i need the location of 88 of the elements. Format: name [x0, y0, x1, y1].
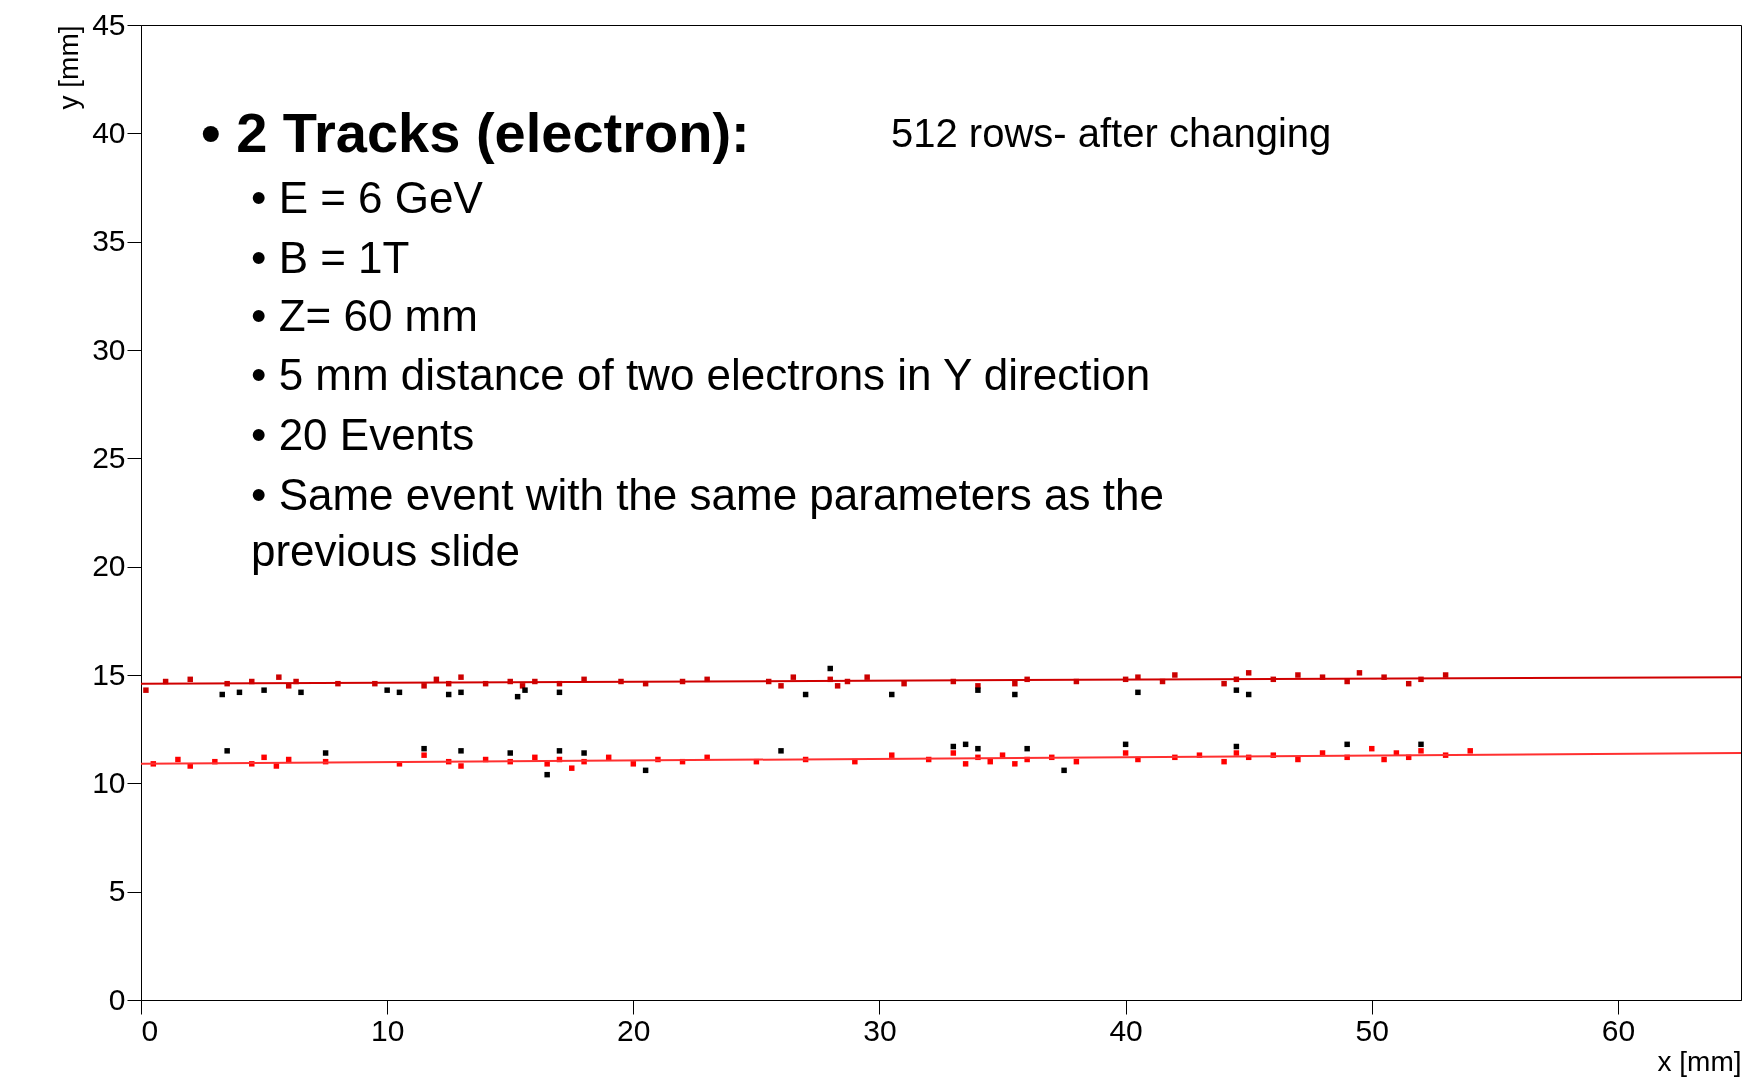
x-tick-label: 30: [863, 1013, 897, 1047]
point: [1295, 756, 1301, 763]
point: [1369, 745, 1375, 752]
y-tick-label: 25: [92, 440, 126, 474]
point: [1135, 674, 1141, 680]
point: [1418, 748, 1424, 754]
annotation: • E = 6 GeV: [251, 173, 484, 222]
x-tick-label: 50: [1355, 1013, 1389, 1047]
point: [224, 748, 230, 754]
y-tick-label: 5: [108, 874, 126, 908]
x-tick-label: 10: [370, 1013, 405, 1047]
y-tick-label: 45: [92, 7, 126, 41]
point: [261, 687, 267, 693]
point: [950, 750, 957, 756]
point: [1135, 689, 1141, 696]
x-tick-label: 20: [617, 1013, 651, 1047]
point: [889, 691, 895, 698]
point: [778, 683, 784, 689]
point: [458, 748, 464, 754]
point: [1381, 756, 1387, 763]
point: [962, 761, 969, 767]
y-tick-label: 10: [92, 765, 126, 799]
point: [827, 665, 833, 672]
y-tick-label: 40: [92, 115, 126, 149]
annotation: • Z= 60 mm: [251, 291, 478, 340]
point: [889, 752, 895, 758]
point: [544, 771, 550, 778]
point: [1024, 745, 1030, 752]
y-tick-label: 15: [92, 657, 126, 691]
point: [219, 691, 225, 698]
x-tick-label: 40: [1109, 1013, 1143, 1047]
point: [187, 676, 193, 683]
annotation: • B = 1T: [251, 233, 410, 282]
point: [864, 674, 870, 680]
point: [556, 748, 563, 754]
y-tick-label: 20: [92, 549, 126, 583]
point: [1233, 687, 1240, 693]
x-tick-label: 60: [1601, 1013, 1636, 1047]
point: [261, 754, 267, 761]
point: [834, 683, 841, 689]
point: [1221, 758, 1227, 765]
point: [1295, 672, 1301, 678]
annotation: • 20 Events: [251, 410, 475, 459]
point: [975, 745, 981, 752]
annotation: • 2 Tracks (electron):: [201, 101, 750, 164]
point: [1221, 680, 1227, 687]
point: [1122, 750, 1129, 756]
point: [175, 756, 181, 763]
point: [1012, 761, 1018, 767]
point: [1172, 672, 1178, 678]
point: [630, 761, 637, 767]
point: [421, 745, 427, 752]
annotation: • Same event with the same parameters as the previous slide: [251, 470, 1164, 575]
point: [522, 687, 528, 693]
point: [458, 674, 464, 680]
point: [1245, 670, 1252, 676]
point: [1356, 670, 1363, 676]
point: [1467, 748, 1473, 754]
point: [569, 765, 575, 771]
point: [1061, 767, 1067, 774]
annotation: • 5 mm distance of two electrons in Y direction: [251, 350, 1151, 399]
x-tick-label: 0: [141, 1013, 159, 1047]
point: [421, 752, 427, 758]
point: [421, 683, 427, 689]
point: [322, 750, 329, 756]
annotation: 512 rows- after changing: [891, 111, 1332, 155]
point: [1012, 680, 1018, 687]
point: [143, 687, 149, 693]
point: [458, 689, 464, 696]
y-axis-title: y [mm]: [53, 25, 85, 110]
y-tick-label: 0: [108, 982, 126, 1016]
point: [987, 758, 993, 765]
point: [276, 674, 282, 680]
y-tick-label: 35: [92, 224, 126, 258]
point: [581, 750, 587, 756]
point: [384, 687, 390, 693]
point: [458, 763, 464, 769]
point: [1418, 741, 1424, 748]
y-tick-label: 30: [92, 332, 126, 366]
point: [778, 748, 784, 754]
point: [790, 674, 797, 680]
point: [975, 687, 981, 693]
point: [532, 754, 538, 761]
point: [1344, 741, 1350, 748]
point: [1012, 691, 1018, 698]
x-axis-title: x [mm]: [1657, 1045, 1742, 1077]
point: [507, 750, 513, 756]
point: [298, 689, 304, 696]
